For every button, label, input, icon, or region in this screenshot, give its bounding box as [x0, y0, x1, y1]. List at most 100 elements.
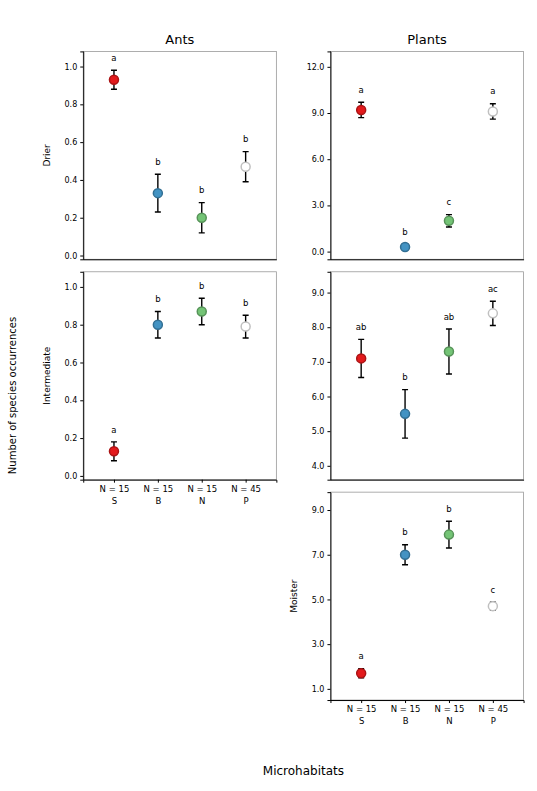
- x-axis: [84, 259, 277, 260]
- y-tick: 6.0: [312, 155, 331, 164]
- y-tick-mark: [327, 252, 330, 253]
- panel: 4.05.06.07.08.09.0abbabac: [312, 272, 524, 480]
- y-tick-label: 12.0: [307, 63, 325, 72]
- y-axis-line: [327, 493, 331, 701]
- annotation: b: [243, 134, 248, 144]
- y-tick: 3.0: [312, 201, 331, 210]
- x-axis-line: [331, 480, 524, 481]
- panel: 0.00.20.40.60.81.0abbbAntsDrier: [42, 32, 277, 260]
- point: [357, 669, 366, 678]
- y-tick-label: 0.6: [65, 359, 78, 368]
- y-tick-label: 0.4: [65, 176, 78, 185]
- y-tick: 0.4: [65, 176, 84, 185]
- x-axis-line: [331, 701, 524, 704]
- x-tick-mark: [493, 700, 494, 703]
- y-tick-mark: [327, 466, 330, 467]
- x-tick-label-line: S: [112, 496, 117, 506]
- y-tick-label: 0.8: [65, 321, 78, 330]
- x-tick-label-line: N = 15: [347, 704, 377, 714]
- y-tick-label: 7.0: [312, 358, 325, 367]
- y-tick-label: 0.0: [65, 252, 78, 261]
- y-tick: 7.0: [312, 358, 331, 367]
- y-tick: 3.0: [312, 640, 331, 649]
- annotation: ac: [488, 284, 498, 294]
- y-tick-mark: [327, 159, 330, 160]
- y-tick: 7.0: [312, 551, 331, 560]
- x-tick-mark: [158, 480, 159, 483]
- x-tick-label-line: N = 15: [391, 704, 421, 714]
- y-tick-label: 6.0: [312, 155, 325, 164]
- plot-area: [357, 301, 498, 438]
- frame: [330, 272, 523, 480]
- x-tick: N = 15B: [391, 700, 421, 726]
- y-tick-mark: [327, 293, 330, 294]
- y-tick-label: 9.0: [312, 506, 325, 515]
- point: [488, 107, 497, 116]
- x-tick-label-line: S: [359, 716, 364, 726]
- y-tick-mark: [327, 644, 330, 645]
- y-tick-mark: [327, 431, 330, 432]
- y-tick-label: 1.0: [312, 685, 325, 694]
- point: [401, 550, 410, 559]
- annotation: a: [111, 53, 116, 63]
- y-axis-title: Number of species occurrences: [7, 317, 18, 474]
- y-tick-mark: [80, 362, 83, 363]
- x-tick-label: N = 15 N: [435, 704, 465, 726]
- point: [401, 409, 410, 418]
- annotation: a: [111, 425, 116, 435]
- y-tick-label: 7.0: [312, 551, 325, 560]
- y-tick-mark: [327, 205, 330, 206]
- x-tick-label: N = 15 S: [347, 704, 377, 726]
- y-tick-mark: [80, 104, 83, 105]
- y-tick-label: 0.0: [312, 248, 325, 257]
- x-tick: N = 15N: [187, 480, 217, 506]
- y-tick-label: 0.2: [65, 214, 78, 223]
- annotation: b: [199, 185, 204, 195]
- point: [197, 213, 206, 222]
- x-tick-mark: [114, 480, 115, 483]
- panel: 0.00.20.40.60.81.0N = 15SN = 15BN = 15NN…: [42, 272, 277, 506]
- y-tick: 0.2: [65, 434, 84, 443]
- annotation: b: [199, 281, 204, 291]
- y-tick-mark: [327, 689, 330, 690]
- plot-area: [109, 298, 250, 461]
- x-tick: N = 45P: [231, 480, 261, 506]
- x-tick: N = 15B: [144, 480, 174, 506]
- x-tick: N = 45P: [478, 700, 508, 726]
- x-tick-label-line: P: [491, 716, 496, 726]
- y-axis-line: [80, 52, 84, 260]
- figure: 0.00.20.40.60.81.0abbbAntsDrier0.00.20.4…: [0, 0, 537, 791]
- y-tick: 0.0: [65, 472, 84, 481]
- y-tick-label: 4.0: [312, 462, 325, 471]
- point: [444, 347, 453, 356]
- point: [357, 105, 366, 114]
- x-tick-label-line: N: [446, 716, 452, 726]
- y-axis: 4.05.06.07.08.09.0: [312, 272, 331, 480]
- annotation: a: [490, 86, 495, 96]
- y-tick: 1.0: [65, 283, 84, 292]
- x-tick: N = 15 S: [347, 700, 377, 726]
- point: [357, 354, 366, 363]
- point: [241, 162, 250, 171]
- x-tick-label-line: N: [199, 496, 205, 506]
- x-tick-label-line: N = 15: [144, 484, 174, 494]
- y-tick-mark: [80, 218, 83, 219]
- x-tick-label-line: N = 15: [100, 484, 130, 494]
- point: [444, 216, 453, 225]
- y-tick-label: 8.0: [312, 323, 325, 332]
- x-axis: [331, 480, 524, 481]
- y-axis-line: [80, 272, 84, 480]
- y-tick: 0.8: [65, 100, 84, 109]
- x-tick-label-line: P: [244, 496, 249, 506]
- y-tick: 8.0: [312, 323, 331, 332]
- x-tick-label: N = 15B: [144, 484, 174, 506]
- y-tick-mark: [327, 327, 330, 328]
- row-label: Intermediate: [42, 346, 52, 405]
- point: [488, 309, 497, 318]
- y-tick-label: 0.6: [65, 138, 78, 147]
- y-tick-mark: [80, 180, 83, 181]
- x-tick-label-line: N = 15: [435, 704, 465, 714]
- y-tick: 0.6: [65, 359, 84, 368]
- x-tick-label: N = 15N: [187, 484, 217, 506]
- point: [153, 189, 162, 198]
